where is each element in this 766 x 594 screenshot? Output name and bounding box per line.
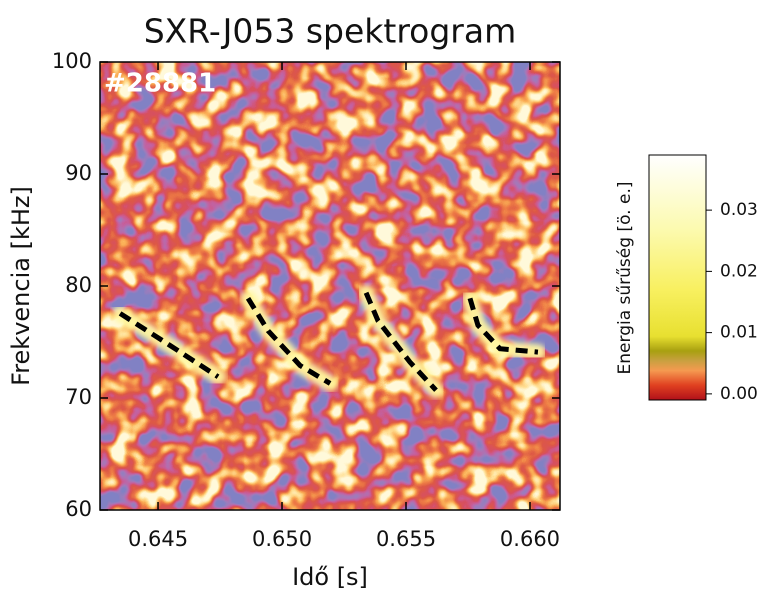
x-tick-label: 0.660 (500, 527, 560, 551)
colorbar (648, 154, 707, 401)
spectrogram-image (100, 62, 560, 510)
y-tick-label: 90 (65, 161, 92, 185)
colorbar-tick-label: 0.02 (720, 261, 758, 281)
spectrogram (100, 62, 560, 510)
y-axis-label: Frekvencia [kHz] (7, 186, 35, 386)
y-tick-label: 70 (65, 385, 92, 409)
mode-curve (363, 291, 438, 392)
y-tick-label: 80 (65, 273, 92, 297)
x-tick-label: 0.650 (252, 527, 312, 551)
y-tick-label: 100 (52, 49, 92, 73)
annotation: #28881 (104, 69, 216, 99)
y-tick-label: 60 (65, 497, 92, 521)
colorbar-tick-label: 0.03 (720, 200, 758, 220)
curves (112, 284, 546, 399)
x-axis-label: Idő [s] (292, 563, 368, 591)
mode-curve (245, 297, 332, 386)
mode-curve (467, 297, 539, 355)
mode-curve (118, 311, 220, 379)
colorbar-tick-label: 0.00 (720, 384, 758, 404)
colorbar-tick-label: 0.01 (720, 323, 758, 343)
colorbar-label: Energia sűrűség [ö. e.] (615, 182, 635, 375)
x-tick-label: 0.655 (376, 527, 436, 551)
chart-title: SXR-J053 spektrogram (144, 12, 517, 51)
x-tick-label: 0.645 (128, 527, 188, 551)
